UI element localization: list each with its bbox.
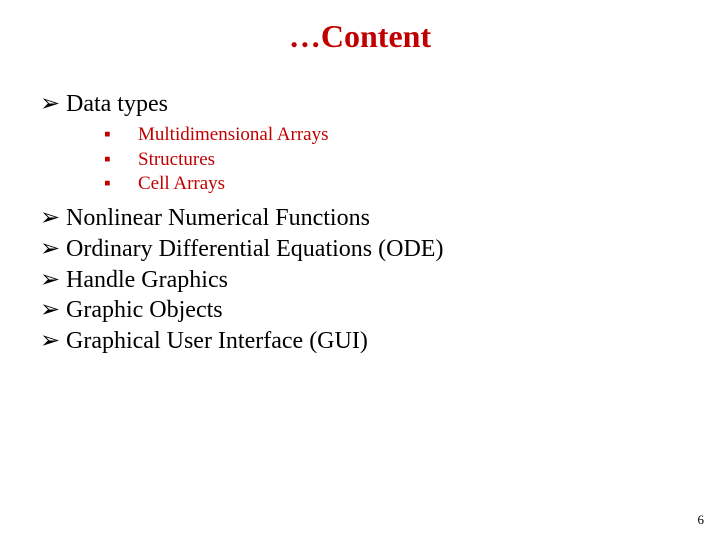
list-item: ➢ Graphic Objects — [40, 296, 680, 325]
list-item-label: Handle Graphics — [66, 266, 228, 295]
arrow-bullet-icon: ➢ — [40, 296, 66, 325]
list-item-label: Data types — [66, 90, 168, 119]
page-number: 6 — [698, 512, 705, 528]
sublist-item-label: Structures — [138, 148, 215, 172]
slide: { "title": { "text": "…Content", "color"… — [0, 0, 720, 540]
list-item-label: Nonlinear Numerical Functions — [66, 204, 370, 233]
sublist-item: ▪ Cell Arrays — [104, 172, 680, 196]
square-bullet-icon: ▪ — [104, 123, 138, 147]
sublist-item: ▪ Multidimensional Arrays — [104, 123, 680, 147]
arrow-bullet-icon: ➢ — [40, 327, 66, 356]
list-item: ➢ Data types — [40, 90, 680, 119]
list-item-label: Ordinary Differential Equations (ODE) — [66, 235, 443, 264]
square-bullet-icon: ▪ — [104, 148, 138, 172]
arrow-bullet-icon: ➢ — [40, 204, 66, 233]
arrow-bullet-icon: ➢ — [40, 266, 66, 295]
list-item: ➢ Ordinary Differential Equations (ODE) — [40, 235, 680, 264]
arrow-bullet-icon: ➢ — [40, 90, 66, 119]
sublist: ▪ Multidimensional Arrays ▪ Structures ▪… — [104, 123, 680, 196]
sublist-item-label: Cell Arrays — [138, 172, 225, 196]
list-item: ➢ Graphical User Interface (GUI) — [40, 327, 680, 356]
list-item: ➢ Handle Graphics — [40, 266, 680, 295]
arrow-bullet-icon: ➢ — [40, 235, 66, 264]
list-item-label: Graphical User Interface (GUI) — [66, 327, 368, 356]
sublist-item: ▪ Structures — [104, 148, 680, 172]
sublist-item-label: Multidimensional Arrays — [138, 123, 329, 147]
slide-title: …Content — [0, 18, 720, 55]
content-list: ➢ Data types ▪ Multidimensional Arrays ▪… — [40, 90, 680, 358]
list-item-label: Graphic Objects — [66, 296, 223, 325]
square-bullet-icon: ▪ — [104, 172, 138, 196]
list-item: ➢ Nonlinear Numerical Functions — [40, 204, 680, 233]
